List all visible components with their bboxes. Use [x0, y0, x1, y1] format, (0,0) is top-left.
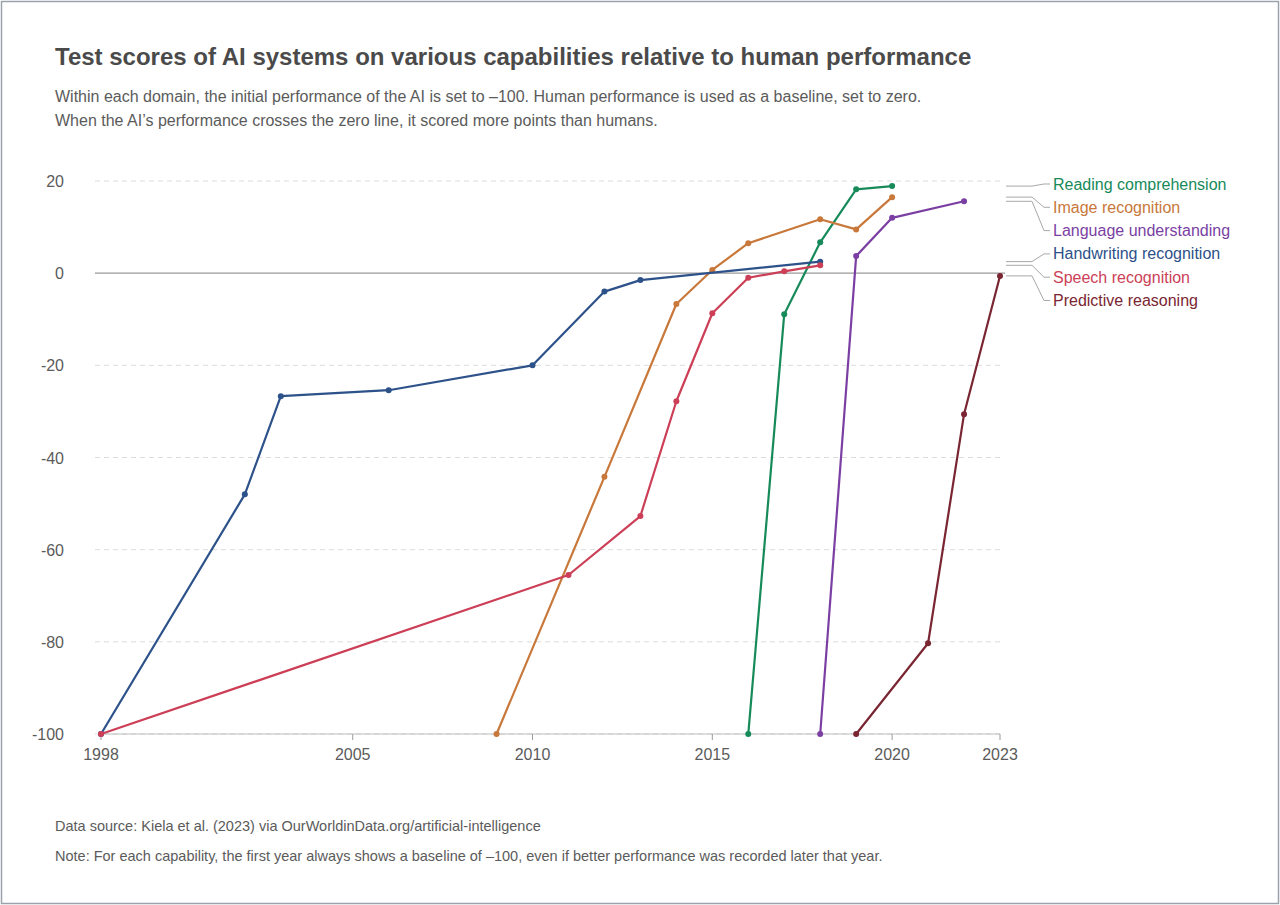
series-group	[98, 183, 1003, 737]
point	[709, 310, 715, 316]
x-tick	[352, 734, 353, 740]
x-tick	[712, 734, 713, 740]
point	[673, 398, 679, 404]
subtitle: When the AI’s performance crosses the ze…	[55, 112, 658, 129]
source: Data source: Kiela et al. (2023) via Our…	[55, 818, 541, 834]
point	[494, 731, 500, 737]
x-tick	[892, 734, 893, 740]
point	[601, 289, 607, 295]
legend-connector	[1006, 197, 1050, 207]
legend-label: Predictive reasoning	[1053, 292, 1198, 309]
point	[781, 268, 787, 274]
grid-line	[95, 181, 1000, 182]
series-line	[497, 197, 893, 734]
point	[889, 194, 895, 200]
point	[242, 491, 248, 497]
point	[565, 572, 571, 578]
point	[98, 731, 104, 737]
title: Test scores of AI systems on various cap…	[55, 43, 971, 70]
point	[889, 215, 895, 221]
legend-connector	[1006, 276, 1050, 301]
point	[530, 362, 536, 368]
legend-label: Speech recognition	[1053, 269, 1190, 286]
point	[853, 731, 859, 737]
x-tick-label: 2023	[982, 746, 1018, 763]
grid-line	[95, 549, 1000, 550]
point	[673, 301, 679, 307]
y-tick-label: -40	[41, 450, 64, 467]
point	[745, 275, 751, 281]
y-tick-label: -80	[41, 634, 64, 651]
point	[781, 311, 787, 317]
y-tick-label: 0	[55, 265, 64, 282]
point	[817, 239, 823, 245]
zero-line	[95, 273, 1005, 274]
series-line	[820, 201, 964, 734]
grid-line	[95, 365, 1000, 366]
legend-label: Language understanding	[1053, 222, 1230, 239]
point	[745, 731, 751, 737]
legend-connector	[1006, 184, 1050, 186]
series-line	[101, 262, 820, 734]
legend-connector	[1006, 201, 1050, 230]
point	[817, 216, 823, 222]
point	[853, 226, 859, 232]
series-line	[856, 276, 1000, 734]
grid-line	[95, 641, 1000, 642]
grid	[95, 181, 1005, 734]
point	[817, 731, 823, 737]
point	[278, 393, 284, 399]
legend-label: Image recognition	[1053, 199, 1180, 216]
point	[637, 277, 643, 283]
subtitle: Within each domain, the initial performa…	[55, 88, 921, 105]
point	[853, 186, 859, 192]
point	[889, 183, 895, 189]
point	[961, 198, 967, 204]
x-tick-label: 1998	[83, 746, 119, 763]
point	[925, 640, 931, 646]
x-tick-label: 2020	[874, 746, 910, 763]
x-tick	[1000, 734, 1001, 740]
point	[853, 253, 859, 259]
y-tick-label: -100	[32, 726, 64, 743]
legend: Reading comprehension Image recognition La…	[1006, 176, 1230, 310]
series-line	[748, 186, 892, 734]
x-tick-label: 2015	[695, 746, 731, 763]
y-tick-label: 20	[46, 173, 64, 190]
point	[98, 731, 104, 737]
point	[386, 387, 392, 393]
grid-line	[95, 734, 1000, 735]
x-axis	[101, 734, 1000, 735]
point	[637, 513, 643, 519]
series-line	[101, 265, 820, 734]
note: Note: For each capability, the first yea…	[55, 848, 882, 864]
frame	[2, 2, 1279, 904]
y-tick-label: -60	[41, 542, 64, 559]
x-tick-label: 2005	[335, 746, 371, 763]
legend-connector	[1006, 254, 1050, 262]
legend-label: Reading comprehension	[1053, 176, 1226, 193]
point	[601, 474, 607, 480]
point	[997, 273, 1003, 279]
point	[961, 411, 967, 417]
y-tick-label: -20	[41, 357, 64, 374]
point	[817, 262, 823, 268]
chart: Test scores of AI systems on various cap…	[0, 0, 1280, 905]
legend-label: Handwriting recognition	[1053, 245, 1220, 262]
point	[745, 240, 751, 246]
x-tick	[532, 734, 533, 740]
grid-line	[95, 457, 1000, 458]
x-tick-label: 2010	[515, 746, 551, 763]
